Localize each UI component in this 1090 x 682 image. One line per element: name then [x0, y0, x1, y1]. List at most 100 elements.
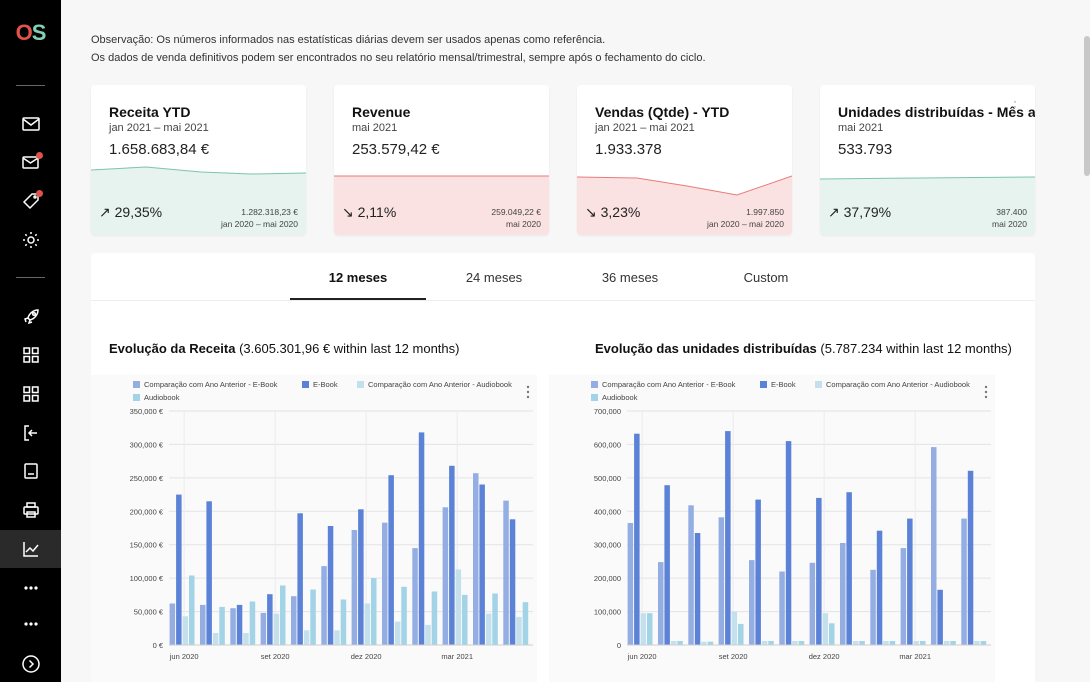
chart-bar[interactable]: [431, 591, 438, 646]
chart-menu-icon[interactable]: [526, 395, 530, 399]
chart-bar[interactable]: [449, 465, 455, 645]
chart-bar[interactable]: [798, 641, 805, 645]
chart-bar[interactable]: [816, 497, 822, 645]
chart-bar[interactable]: [503, 500, 509, 645]
chart-menu-icon[interactable]: [984, 385, 988, 389]
chart-bar[interactable]: [931, 447, 937, 645]
chart-bar[interactable]: [412, 548, 418, 645]
chart-bar[interactable]: [961, 518, 967, 645]
chart-bar[interactable]: [236, 604, 243, 645]
chart-bar[interactable]: [761, 641, 768, 645]
chart-bar[interactable]: [358, 509, 364, 645]
kpi-card[interactable]: Vendas (Qtde) - YTD jan 2021 – mai 2021 1.…: [577, 85, 792, 235]
chart-bar[interactable]: [260, 612, 267, 645]
chart-bar[interactable]: [310, 589, 316, 646]
chart-bar[interactable]: [688, 505, 694, 645]
chart-bar[interactable]: [852, 641, 859, 645]
chart-bar[interactable]: [627, 523, 634, 645]
chart-bar[interactable]: [249, 601, 256, 646]
sidebar-expand-button[interactable]: [0, 645, 61, 682]
chart-bar[interactable]: [920, 641, 926, 645]
sidebar-item-settings[interactable]: [0, 221, 61, 259]
chart-bar[interactable]: [291, 596, 297, 645]
chart-bar[interactable]: [694, 533, 701, 645]
chart-bar[interactable]: [206, 501, 212, 645]
chart-bar[interactable]: [303, 630, 310, 645]
chart-bar[interactable]: [273, 613, 280, 645]
sidebar-item-promotions[interactable]: [0, 182, 61, 220]
legend-label[interactable]: Comparação com Ano Anterior - E-Book: [602, 380, 736, 389]
chart-bar[interactable]: [913, 641, 920, 645]
chart-bar[interactable]: [280, 585, 286, 646]
chart-bar[interactable]: [340, 599, 347, 646]
legend-label[interactable]: E-Book: [313, 380, 338, 389]
chart-bar[interactable]: [425, 624, 431, 645]
chart-bar[interactable]: [479, 484, 485, 646]
tab-custom[interactable]: Custom: [743, 270, 789, 285]
chart-bar[interactable]: [876, 530, 883, 645]
kpi-card[interactable]: Receita YTD jan 2021 – mai 2021 1.658.683,…: [91, 85, 306, 235]
chart-bar[interactable]: [182, 616, 189, 645]
chart-bar[interactable]: [883, 641, 889, 645]
chart-bar[interactable]: [829, 623, 835, 645]
chart-bar[interactable]: [859, 641, 865, 645]
chart-bar[interactable]: [738, 623, 744, 645]
sidebar-item-notifications[interactable]: [0, 143, 61, 181]
chart-bar[interactable]: [701, 641, 707, 645]
sidebar-item-dashboard[interactable]: [0, 336, 61, 374]
chart-bar[interactable]: [809, 562, 816, 645]
chart-bar[interactable]: [967, 470, 974, 645]
sidebar-item-launch[interactable]: [0, 298, 61, 336]
chart-bar[interactable]: [169, 603, 176, 646]
chart-menu-icon[interactable]: [526, 385, 530, 389]
tab-12-meses[interactable]: 12 meses: [328, 270, 388, 285]
legend-label[interactable]: Comparação com Ano Anterior - E-Book: [144, 380, 278, 389]
tab-36-meses[interactable]: 36 meses: [601, 270, 659, 285]
chart-bar[interactable]: [351, 530, 358, 645]
chart-bar[interactable]: [725, 431, 731, 645]
chart-bar[interactable]: [900, 548, 907, 645]
chart-bar[interactable]: [731, 611, 738, 645]
chart-bar[interactable]: [176, 494, 182, 645]
legend-label[interactable]: Comparação com Ano Anterior - Audiobook: [368, 380, 512, 389]
chart-bar[interactable]: [219, 606, 225, 645]
sidebar-item-statistics[interactable]: [0, 530, 61, 568]
chart-bar[interactable]: [785, 441, 792, 645]
legend-label[interactable]: Audiobook: [144, 393, 180, 402]
tab-24-meses[interactable]: 24 meses: [465, 270, 523, 285]
chart-bar[interactable]: [334, 630, 340, 645]
chart-bar[interactable]: [779, 571, 785, 646]
chart-bar[interactable]: [418, 432, 425, 645]
sidebar-item-more[interactable]: [0, 569, 61, 607]
chart-bar[interactable]: [230, 608, 236, 645]
legend-label[interactable]: Audiobook: [602, 393, 638, 402]
chart-bar[interactable]: [212, 633, 219, 645]
chart-bar[interactable]: [943, 641, 950, 645]
chart-bar[interactable]: [889, 641, 896, 645]
chart-bar[interactable]: [243, 633, 249, 645]
chart-bar[interactable]: [749, 560, 755, 645]
chart-bar[interactable]: [382, 522, 388, 645]
legend-label[interactable]: Comparação com Ano Anterior - Audiobook: [826, 380, 970, 389]
chart-bar[interactable]: [768, 641, 774, 645]
sidebar-item-catalog[interactable]: [0, 375, 61, 413]
chart-bar[interactable]: [870, 569, 876, 645]
kpi-card[interactable]: Revenue mai 2021 253.579,42 € ↘ 2,11% 259.04…: [334, 85, 549, 235]
sidebar-item-import[interactable]: [0, 414, 61, 452]
chart-bar[interactable]: [297, 513, 303, 645]
chart-bar[interactable]: [664, 485, 670, 645]
chart-bar[interactable]: [937, 589, 943, 645]
chart-bar[interactable]: [388, 475, 394, 645]
chart-bar[interactable]: [846, 492, 852, 645]
chart-bar[interactable]: [509, 519, 516, 645]
chart-bar[interactable]: [755, 499, 761, 645]
chart-bar[interactable]: [189, 575, 195, 646]
sidebar-item-messages[interactable]: [0, 105, 61, 143]
chart-bar[interactable]: [371, 578, 377, 645]
chart-menu-icon[interactable]: [984, 390, 988, 394]
chart-bar[interactable]: [516, 616, 522, 645]
chart-bar[interactable]: [950, 641, 956, 645]
chart-menu-icon[interactable]: [526, 390, 530, 394]
chart-bar[interactable]: [394, 621, 401, 645]
chart-bar[interactable]: [792, 641, 798, 645]
